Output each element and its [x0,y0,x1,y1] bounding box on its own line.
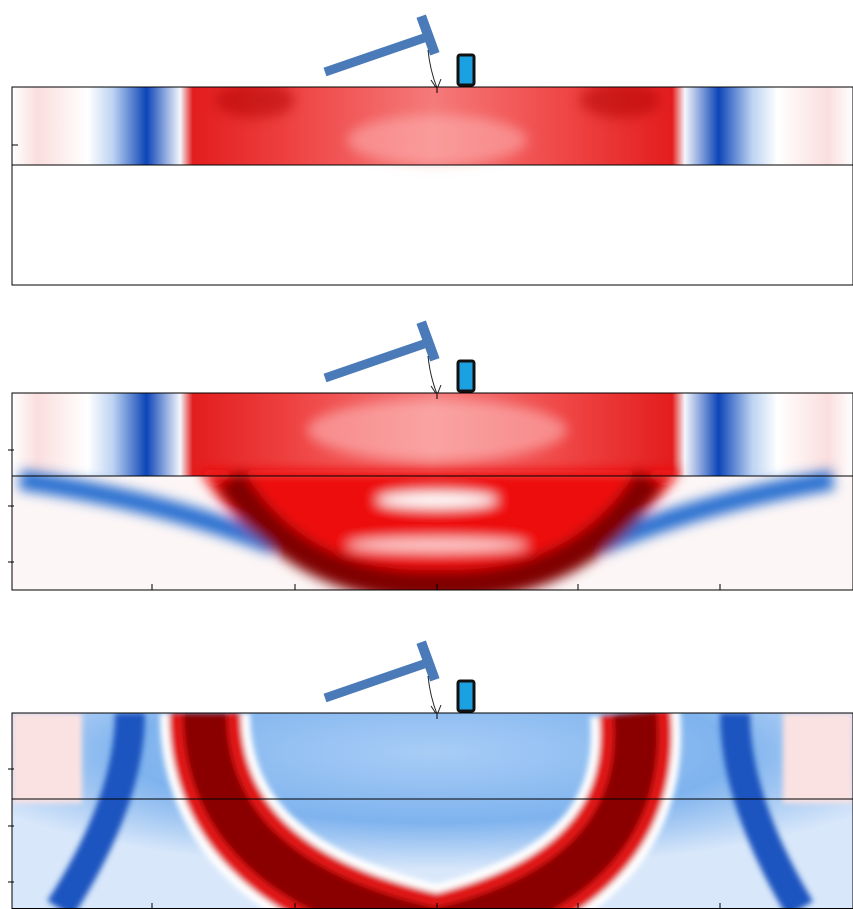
source-icons [325,320,474,395]
panel-3 [8,640,853,909]
page: (() => { const data = JSON.parse(documen… [0,0,853,909]
source-icons [325,640,474,715]
panel-2 [8,320,853,590]
source-icons [325,14,474,89]
figure [0,0,853,909]
panel-1 [12,14,853,285]
